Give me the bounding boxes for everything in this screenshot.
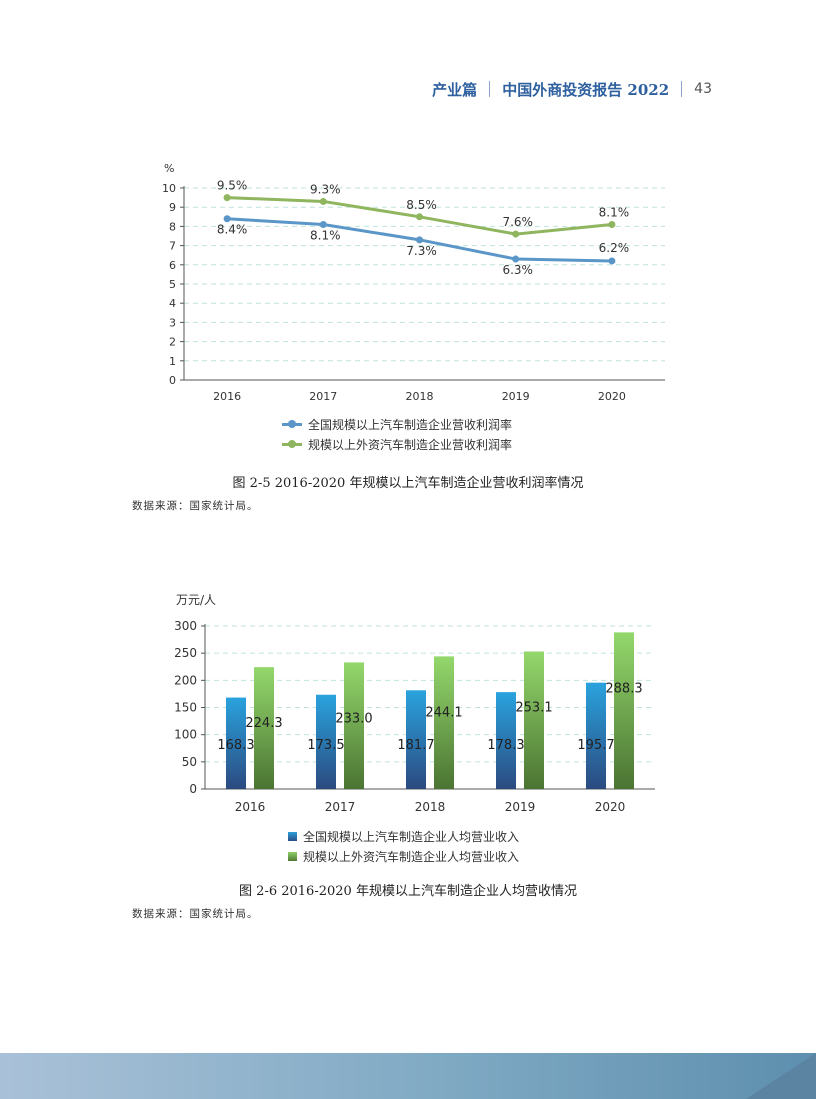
legend-item: 全国规模以上汽车制造企业人均营业收入 xyxy=(288,826,519,846)
data-label: 9.5% xyxy=(217,179,248,193)
profit-margin-line-chart: % 0 1 2 3 4 5 6 7 8 9 10 2016 2017 2018 2019 2020 8.4% 8.1… xyxy=(162,162,665,403)
y-tick-label: 4 xyxy=(169,297,176,310)
data-label: 6.3% xyxy=(502,263,533,277)
legend-line-swatch xyxy=(282,420,302,428)
bar xyxy=(344,662,364,789)
x-tick-label: 2016 xyxy=(235,800,266,814)
x-tick-label: 2018 xyxy=(415,800,446,814)
y-tick-label: 0 xyxy=(169,374,176,387)
bar xyxy=(226,697,246,789)
data-label: 253.1 xyxy=(515,700,552,715)
section-name: 产业篇 xyxy=(432,80,478,99)
data-label: 7.6% xyxy=(502,215,533,229)
data-label: 8.1% xyxy=(310,228,341,242)
data-point xyxy=(416,213,423,221)
legend-label: 规模以上外资汽车制造企业人均营业收入 xyxy=(303,849,520,864)
report-title: 中国外商投资报告 2022 xyxy=(502,80,670,99)
legend-box-swatch xyxy=(288,851,297,861)
page-header: 产业篇 中国外商投资报告 2022 43 xyxy=(432,78,712,100)
chart-caption: 图 2-6 2016-2020 年规模以上汽车制造企业人均营收情况 xyxy=(239,884,577,899)
y-tick-label: 200 xyxy=(174,673,197,687)
y-tick-label: 100 xyxy=(174,728,197,742)
data-label: 6.2% xyxy=(599,241,630,255)
data-label: 168.3 xyxy=(217,738,254,753)
bar xyxy=(496,692,516,789)
data-point xyxy=(512,230,520,238)
legend-label: 规模以上外资汽车制造企业营收利润率 xyxy=(308,437,513,452)
bar xyxy=(254,667,274,789)
bar xyxy=(524,651,544,789)
bar xyxy=(586,682,606,789)
y-tick-label: 2 xyxy=(169,336,176,349)
data-label: 288.3 xyxy=(605,681,642,696)
data-label: 8.1% xyxy=(599,205,630,219)
data-label: 8.4% xyxy=(217,223,248,237)
y-tick-label: 1 xyxy=(169,355,176,368)
legend-item: 规模以上外资汽车制造企业营收利润率 xyxy=(282,434,512,454)
bar xyxy=(406,690,426,789)
footer-corner xyxy=(746,1053,816,1099)
data-point xyxy=(416,236,423,244)
data-source: 数据来源：国家统计局。 xyxy=(132,500,259,512)
data-label: 181.7 xyxy=(397,738,434,753)
data-label: 9.3% xyxy=(310,182,341,196)
bar xyxy=(316,694,336,789)
bar xyxy=(614,632,634,789)
y-axis-label: 万元/人 xyxy=(176,593,216,607)
y-tick-label: 250 xyxy=(174,646,197,660)
legend-label: 全国规模以上汽车制造企业营收利润率 xyxy=(308,417,513,432)
data-source: 数据来源：国家统计局。 xyxy=(132,908,259,920)
data-label: 195.7 xyxy=(577,738,614,753)
x-tick-label: 2016 xyxy=(213,390,241,403)
x-tick-label: 2020 xyxy=(595,800,626,814)
data-label: 244.1 xyxy=(425,705,462,720)
legend-label: 全国规模以上汽车制造企业人均营业收入 xyxy=(303,829,520,844)
line-chart-legend: 全国规模以上汽车制造企业营收利润率 规模以上外资汽车制造企业营收利润率 xyxy=(282,414,512,454)
legend-item: 规模以上外资汽车制造企业人均营业收入 xyxy=(288,846,519,866)
data-point xyxy=(608,257,616,265)
chart-caption: 图 2-5 2016-2020 年规模以上汽车制造企业营收利润率情况 xyxy=(232,476,584,491)
y-tick-label: 7 xyxy=(169,240,176,253)
revenue-per-capita-bar-chart: 万元/人 0 50 100 150 200 250 300 2016 2017 2018 2019 20… xyxy=(174,593,655,814)
data-label: 224.3 xyxy=(245,716,282,731)
y-tick-label: 50 xyxy=(182,755,197,769)
x-tick-label: 2020 xyxy=(598,390,626,403)
data-point xyxy=(223,194,231,202)
data-label: 173.5 xyxy=(307,738,344,753)
header-divider xyxy=(681,81,683,97)
page-number: 43 xyxy=(694,81,712,97)
x-tick-label: 2017 xyxy=(309,390,337,403)
data-point xyxy=(319,220,327,228)
data-point xyxy=(512,255,520,263)
y-tick-label: 0 xyxy=(189,782,197,796)
y-tick-label: 3 xyxy=(169,316,176,329)
y-axis-label: % xyxy=(164,162,174,175)
data-label: 233.0 xyxy=(335,711,372,726)
x-tick-label: 2018 xyxy=(406,390,434,403)
y-tick-label: 8 xyxy=(169,220,176,233)
y-tick-label: 150 xyxy=(174,701,197,715)
y-tick-label: 5 xyxy=(169,278,176,291)
footer-band xyxy=(0,1053,816,1099)
y-tick-label: 6 xyxy=(169,259,176,272)
bar-chart-legend: 全国规模以上汽车制造企业人均营业收入 规模以上外资汽车制造企业人均营业收入 xyxy=(288,826,519,866)
data-label: 7.3% xyxy=(406,244,437,258)
bar xyxy=(434,656,454,789)
data-point xyxy=(608,220,616,228)
data-label: 8.5% xyxy=(406,198,437,212)
y-tick-label: 10 xyxy=(162,182,176,195)
y-tick-label: 300 xyxy=(174,619,197,633)
legend-line-swatch xyxy=(282,440,302,448)
x-tick-label: 2019 xyxy=(505,800,536,814)
data-point xyxy=(223,215,231,223)
x-tick-label: 2017 xyxy=(325,800,356,814)
legend-box-swatch xyxy=(288,831,297,841)
header-divider xyxy=(489,81,491,97)
legend-item: 全国规模以上汽车制造企业营收利润率 xyxy=(282,414,512,434)
y-tick-label: 9 xyxy=(169,201,176,214)
data-point xyxy=(319,197,327,205)
data-label: 178.3 xyxy=(487,738,524,753)
x-tick-label: 2019 xyxy=(502,390,530,403)
